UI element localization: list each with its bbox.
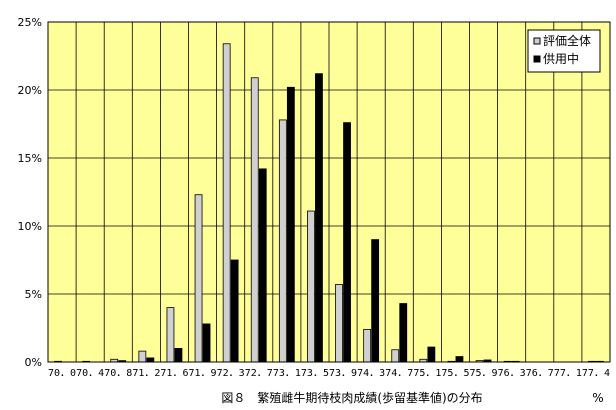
bar-series-2-71.6 — [174, 347, 183, 363]
plot-frame — [47, 21, 611, 363]
chart-caption: 図８ 繁殖雌牛期待枝肉成績(歩留基準値)の分布 — [221, 390, 482, 405]
legend-label-series-2: 供用中 — [543, 51, 579, 66]
legend: 評価全体 供用中 — [527, 29, 601, 73]
bar-series-1-73.1 — [278, 119, 287, 363]
x-tick-label: 73．9 — [329, 368, 357, 379]
x-tick-label: 75．1 — [413, 368, 441, 379]
bar-series-1-73.5 — [307, 210, 315, 363]
bar-series-2-72.3 — [230, 259, 239, 363]
legend-box — [527, 29, 601, 73]
bar-series-2-74.7 — [399, 303, 408, 363]
y-axis-ticks: 0% 5% 10% 15% 20% 25% — [18, 16, 42, 369]
y-tick-label: 5% — [25, 288, 42, 301]
bar-series-2-75.1 — [427, 346, 436, 363]
legend-swatch-series-2 — [533, 55, 541, 63]
x-tick-label: 76．7 — [526, 368, 554, 379]
bar-series-1-73.9 — [335, 284, 343, 363]
bar-series-1-72.7 — [250, 77, 259, 363]
bar-series-1-72.3 — [222, 43, 231, 363]
bar-series-1-71.2 — [138, 350, 147, 363]
legend-label-series-1: 評価全体 — [543, 33, 591, 48]
bar-series-1-74.3 — [363, 328, 372, 363]
x-tick-label: 71．2 — [132, 368, 160, 379]
gridlines — [48, 21, 610, 363]
bar-series-2-74.3 — [371, 239, 380, 363]
x-axis-ticks: 70．0 70．4 70．8 71．2 71．6 71．9 72．3 72．7 73．1 73．5… — [48, 368, 610, 379]
x-tick-label: 72．7 — [245, 368, 273, 379]
bar-series-2-73.9 — [343, 122, 351, 363]
legend-swatch-series-1 — [533, 37, 541, 45]
x-tick-label: 76．3 — [498, 368, 526, 379]
x-tick-label: 74．7 — [385, 368, 413, 379]
x-tick-label: 77．1 — [554, 368, 582, 379]
x-tick-label: 71．6 — [160, 368, 188, 379]
x-tick-label: 75．5 — [441, 368, 469, 379]
x-tick-label: 73．1 — [273, 368, 301, 379]
x-tick-label: 73．5 — [301, 368, 329, 379]
x-tick-label: 71．9 — [189, 368, 217, 379]
x-tick-label: 70．8 — [104, 368, 132, 379]
bar-series-1-74.7 — [391, 349, 400, 363]
x-tick-label: 75．9 — [470, 368, 498, 379]
bar-series-2-75.5 — [455, 356, 464, 363]
x-tick-label: 70．4 — [76, 368, 104, 379]
bar-series-1-71.9 — [194, 194, 203, 363]
bar-series-2-73.1 — [286, 86, 295, 363]
bar-series-2-73.5 — [315, 73, 323, 363]
y-tick-label: 25% — [18, 16, 42, 29]
bar-series-1-71.6 — [166, 307, 175, 363]
bar-series-2-71.9 — [202, 323, 211, 363]
y-tick-label: 20% — [18, 84, 42, 97]
x-axis-unit: % — [592, 391, 603, 405]
y-tick-label: 10% — [18, 220, 42, 233]
x-tick-label: 74．3 — [357, 368, 385, 379]
bar-series-2-71.2 — [146, 357, 155, 363]
x-tick-label: 72．3 — [217, 368, 245, 379]
bar-series-2-72.7 — [258, 168, 267, 363]
y-tick-label: 0% — [25, 356, 42, 369]
y-tick-label: 15% — [18, 152, 42, 165]
x-tick-label: 70．0 — [48, 368, 76, 379]
x-tick-label: 77．4 — [582, 368, 610, 379]
